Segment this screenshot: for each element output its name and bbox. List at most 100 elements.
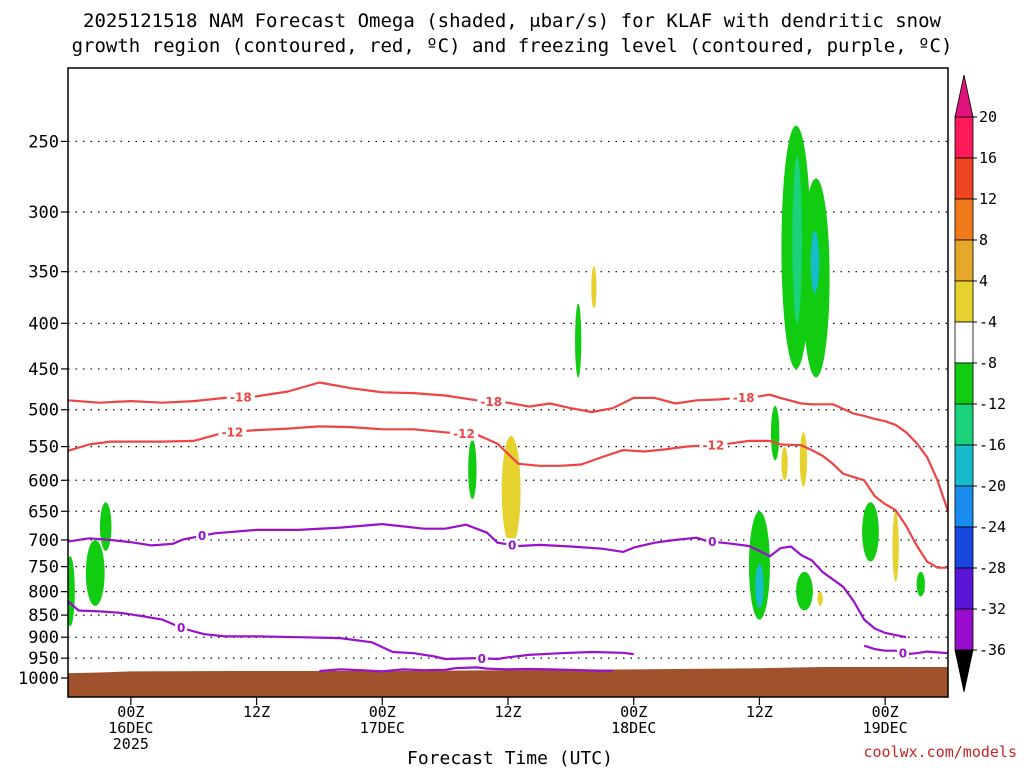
colorbar-segment-12 <box>954 608 974 651</box>
contour-label-bg-2-2 <box>706 534 719 549</box>
contour-label-bg-2-0 <box>196 528 209 543</box>
omega-region-14 <box>810 230 820 294</box>
x-tick-label-0-1: 00Z <box>117 703 144 721</box>
colorbar-label-4: 4 <box>979 272 988 290</box>
y-tick-label-400: 400 <box>28 314 59 334</box>
colorbar-segment-6 <box>954 362 974 405</box>
colorbar-top-triangle <box>954 74 974 118</box>
x-tick-label-60-1: 12Z <box>746 703 773 721</box>
x-tick-label-72-1: 00Z <box>872 703 899 721</box>
omega-region-9 <box>770 405 780 461</box>
contour-line-2 <box>68 523 907 639</box>
contour-label-bg-3-0 <box>175 620 188 635</box>
omega-region-0 <box>68 556 75 627</box>
y-tick-label-750: 750 <box>28 558 59 578</box>
y-tick-label-600: 600 <box>28 471 59 491</box>
contour-label-bg-0-1 <box>477 394 506 409</box>
colorbar-label-9: -20 <box>979 477 1006 495</box>
omega-region-2 <box>99 502 112 551</box>
x-tick-label-72-2: 19DEC <box>863 719 908 737</box>
colorbar-segment-10 <box>954 526 974 569</box>
y-tick-label-800: 800 <box>28 583 59 603</box>
contour-line-1 <box>68 425 948 569</box>
y-tick-label-850: 850 <box>28 606 59 626</box>
colorbar-segment-1 <box>954 157 974 200</box>
colorbar-segment-5 <box>954 321 974 364</box>
contour-label-bg-3-1 <box>475 651 488 666</box>
y-tick-label-900: 900 <box>28 628 59 648</box>
omega-region-1 <box>85 539 105 606</box>
contour-label-0-1: -18 <box>480 395 502 409</box>
colorbar-label-12: -32 <box>979 600 1006 618</box>
omega-region-5 <box>591 266 597 309</box>
y-tick-label-650: 650 <box>28 502 59 522</box>
colorbar-label-7: -12 <box>979 395 1006 413</box>
colorbar-label-8: -16 <box>979 436 1006 454</box>
colorbar-label-1: 16 <box>979 149 997 167</box>
y-tick-label-450: 450 <box>28 360 59 380</box>
colorbar-segment-11 <box>954 567 974 610</box>
x-tick-label-24-1: 00Z <box>369 703 396 721</box>
omega-region-17 <box>817 591 823 606</box>
contour-label-1-1: -12 <box>453 427 475 441</box>
chart-title-line-2: growth region (contoured, red, ºC) and f… <box>72 35 953 57</box>
contour-label-bg-1-1 <box>450 426 478 441</box>
contour-label-bg-0-2 <box>729 390 758 405</box>
colorbar-segment-9 <box>954 485 974 528</box>
colorbar-label-0: 20 <box>979 108 997 126</box>
contour-label-bg-2-1 <box>506 538 519 553</box>
plot-clip-group: -18 -18 -18 -12 -12 -12 0 0 0 0 0 0 <box>68 125 948 697</box>
contour-label-bg-0-0 <box>226 390 255 405</box>
colorbar-label-10: -24 <box>979 518 1006 536</box>
omega-region-10 <box>781 446 788 481</box>
contour-label-bg-4-0 <box>896 646 909 661</box>
x-axis-label: Forecast Time (UTC) <box>407 748 613 768</box>
y-tick-label-300: 300 <box>28 203 59 223</box>
y-tick-label-500: 500 <box>28 401 59 421</box>
x-tick-label-0-3: 2025 <box>113 735 149 753</box>
x-tick-label-0-2: 16DEC <box>108 719 153 737</box>
contour-label-3-0: 0 <box>177 621 185 635</box>
x-tick-label-12-1: 12Z <box>243 703 270 721</box>
contour-line-3 <box>68 600 634 661</box>
contour-line-5 <box>319 666 613 673</box>
colorbar-label-13: -36 <box>979 641 1006 659</box>
contour-label-3-1: 0 <box>478 652 486 666</box>
omega-region-4 <box>501 435 521 546</box>
y-tick-label-950: 950 <box>28 649 59 669</box>
contour-label-bg-1-2 <box>699 437 728 452</box>
colorbar-segment-7 <box>954 403 974 446</box>
contour-label-0-2: -18 <box>733 391 755 405</box>
colorbar-label-2: 12 <box>979 190 997 208</box>
colorbar-label-3: 8 <box>979 231 988 249</box>
omega-region-20 <box>916 571 925 597</box>
omega-region-8 <box>755 564 764 609</box>
plot-area: -18 -18 -18 -12 -12 -12 0 0 0 0 0 0 <box>68 125 948 697</box>
contour-label-2-2: 0 <box>708 535 716 549</box>
colorbar-label-6: -8 <box>979 354 997 372</box>
contour-label-2-1: 0 <box>508 539 516 553</box>
colorbar-segment-2 <box>954 198 974 241</box>
colorbar-segment-4 <box>954 280 974 323</box>
colorbar-label-5: -4 <box>979 313 997 331</box>
contour-label-1-0: -12 <box>222 425 244 439</box>
omega-region-12 <box>792 156 802 324</box>
colorbar-label-11: -28 <box>979 559 1006 577</box>
plot-frame <box>67 67 949 698</box>
omega-region-6 <box>575 303 582 378</box>
omega-region-18 <box>862 502 879 562</box>
y-tick-label-1000: 1000 <box>18 669 59 689</box>
x-tick-label-24-2: 17DEC <box>360 719 405 737</box>
contour-label-0-0: -18 <box>230 391 252 405</box>
x-tick-label-36-1: 12Z <box>494 703 521 721</box>
x-tick-label-48-2: 18DEC <box>611 719 656 737</box>
contour-line-0 <box>68 381 948 512</box>
colorbar-segment-0 <box>954 116 974 159</box>
x-tick-label-48-1: 00Z <box>620 703 647 721</box>
y-tick-label-550: 550 <box>28 438 59 458</box>
contour-label-2-0: 0 <box>198 529 206 543</box>
contour-label-4-0: 0 <box>899 647 907 661</box>
omega-region-16 <box>796 571 813 611</box>
